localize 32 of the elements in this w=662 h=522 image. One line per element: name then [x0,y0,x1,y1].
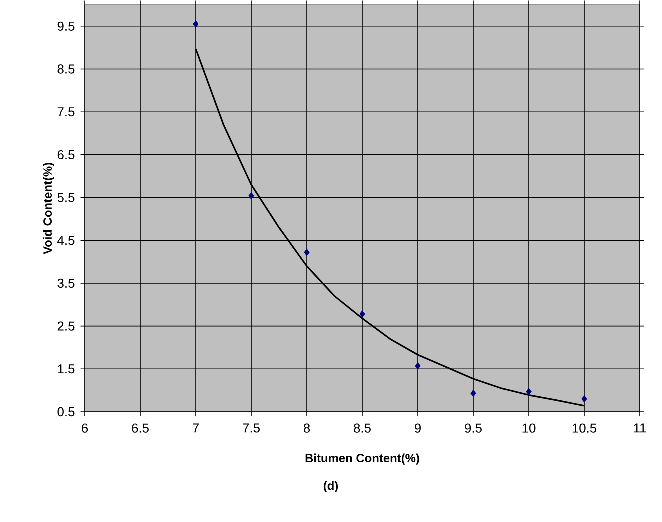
y-tick-label: 0.5 [58,407,75,417]
x-tick-label: 10 [522,424,536,433]
y-tick-label: 6.5 [58,150,75,160]
point [360,310,366,318]
text: (d) [324,481,338,493]
y-tick-label: 2.5 [58,322,75,331]
y-axis-title: Void Content(%) [43,163,54,254]
y-tick-label: 3.5 [58,278,75,288]
point [415,362,421,370]
x-tick-label: 6 [82,424,88,433]
x-axis-title: Bitumen Content(%) [306,454,420,465]
x-tick-label: 11 [634,424,646,433]
y-tick-label: 1.5 [58,364,75,374]
x-tick-label: 10.5 [572,424,597,433]
x-tick-label: 8 [304,424,310,433]
y-tick-label: 5.5 [58,193,75,202]
x-tick-label: 7.5 [243,424,260,433]
y-tick-label: 8.5 [58,64,75,74]
point [526,388,532,396]
point [193,20,199,28]
point [582,395,588,403]
point [248,192,254,200]
x-tick-label: 6.5 [132,424,149,433]
y-tick-label: 9.5 [58,22,75,31]
point [470,390,476,398]
y-tick-label: 4.5 [58,236,75,246]
x-tick-label: 8.5 [354,424,371,433]
x-tick-label: 7 [193,424,199,433]
point [304,248,310,256]
x-tick-label: 9 [415,424,421,433]
x-tick-label: 9.5 [465,424,482,433]
y-tick-label: 7.5 [58,108,75,117]
